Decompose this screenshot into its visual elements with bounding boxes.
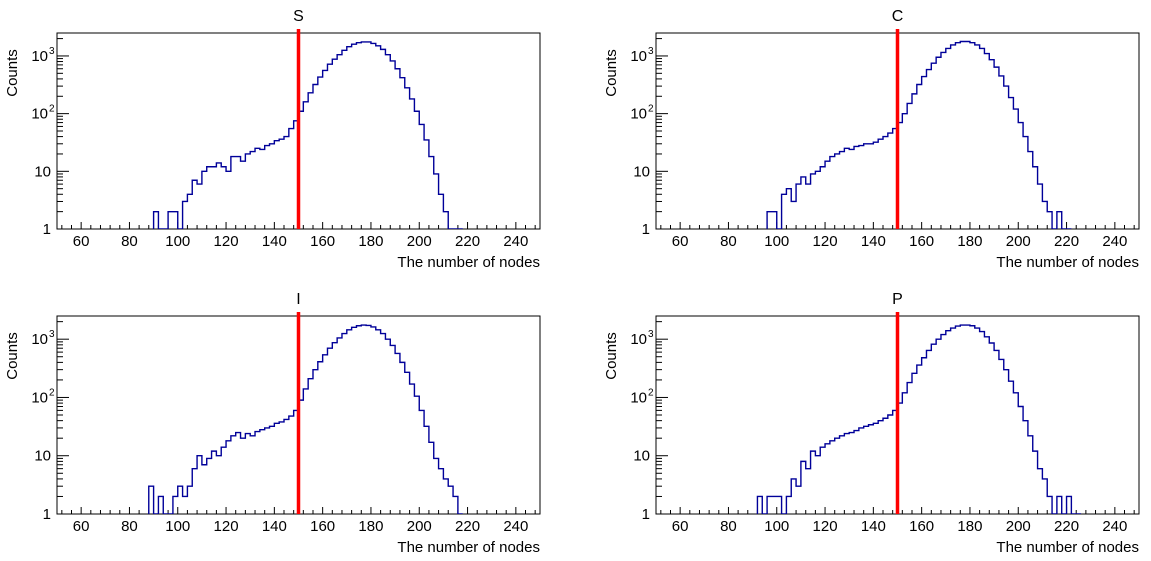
x-tick-label: 200 [1006, 233, 1031, 250]
x-tick-label: 120 [214, 518, 239, 535]
y-tick-label: 10 [34, 448, 51, 465]
y-tick-label: 10 [630, 331, 647, 348]
x-tick-label: 240 [1102, 233, 1127, 250]
histogram-series [766, 40, 1072, 229]
histogram-series [148, 324, 463, 514]
y-tick-label: 10 [630, 106, 647, 123]
y-axis-label: Counts [4, 49, 21, 97]
x-axis-label: The number of nodes [397, 254, 540, 271]
x-tick-label: 160 [310, 233, 335, 250]
x-tick-label: 140 [262, 518, 287, 535]
x-tick-label: 80 [121, 233, 138, 250]
x-tick-label: 200 [407, 518, 432, 535]
y-axis-label: Counts [603, 49, 620, 97]
x-tick-label: 220 [455, 233, 480, 250]
y-tick-label: 1 [43, 506, 51, 523]
y-tick-label: 10 [630, 389, 647, 406]
x-tick-label: 140 [262, 233, 287, 250]
x-tick-label: 180 [358, 233, 383, 250]
y-tick-label: 1 [43, 221, 51, 238]
y-tick-label: 10 [31, 106, 48, 123]
x-tick-label: 60 [672, 233, 689, 250]
x-tick-label: 80 [121, 518, 138, 535]
y-tick-label: 10 [633, 448, 650, 465]
x-tick-label: 240 [1102, 518, 1127, 535]
x-axis-label: The number of nodes [996, 539, 1139, 556]
panel-title: S [293, 8, 304, 25]
x-tick-label: 60 [73, 233, 90, 250]
x-tick-label: 220 [1054, 518, 1079, 535]
y-tick-exponent: 3 [49, 329, 55, 340]
x-tick-label: 200 [1006, 518, 1031, 535]
x-tick-label: 180 [957, 518, 982, 535]
x-tick-label: 80 [720, 518, 737, 535]
y-tick-exponent: 2 [648, 104, 654, 115]
x-tick-label: 60 [73, 518, 90, 535]
x-tick-label: 120 [813, 233, 838, 250]
y-axis-label: Counts [603, 332, 620, 380]
y-tick-label: 10 [34, 163, 51, 180]
x-tick-label: 220 [1054, 233, 1079, 250]
panel-title: I [296, 291, 300, 308]
x-tick-label: 100 [165, 233, 190, 250]
y-tick-exponent: 3 [648, 329, 654, 340]
y-tick-label: 10 [630, 48, 647, 65]
y-axis-label: Counts [4, 332, 21, 380]
x-tick-label: 140 [861, 233, 886, 250]
x-axis-label: The number of nodes [397, 539, 540, 556]
x-tick-label: 100 [764, 518, 789, 535]
x-tick-label: 120 [214, 233, 239, 250]
x-tick-label: 220 [455, 518, 480, 535]
x-tick-label: 120 [813, 518, 838, 535]
x-tick-label: 200 [407, 233, 432, 250]
y-tick-label: 10 [633, 163, 650, 180]
x-tick-label: 180 [358, 518, 383, 535]
x-tick-label: 60 [672, 518, 689, 535]
x-tick-label: 160 [310, 518, 335, 535]
y-tick-label: 1 [642, 506, 650, 523]
x-tick-label: 80 [720, 233, 737, 250]
x-tick-label: 180 [957, 233, 982, 250]
y-tick-exponent: 2 [648, 387, 654, 398]
y-tick-exponent: 3 [49, 46, 55, 57]
panel-title: C [892, 8, 904, 25]
x-tick-label: 160 [909, 233, 934, 250]
x-axis-label: The number of nodes [996, 254, 1139, 271]
histogram-series [152, 41, 463, 229]
y-tick-label: 10 [31, 48, 48, 65]
x-tick-label: 240 [503, 518, 528, 535]
y-tick-exponent: 3 [648, 46, 654, 57]
x-tick-label: 160 [909, 518, 934, 535]
x-tick-label: 240 [503, 233, 528, 250]
x-tick-label: 100 [165, 518, 190, 535]
y-tick-label: 10 [31, 389, 48, 406]
x-tick-label: 140 [861, 518, 886, 535]
y-tick-exponent: 2 [49, 387, 55, 398]
y-tick-exponent: 2 [49, 104, 55, 115]
histogram-series [756, 324, 1082, 514]
x-tick-label: 100 [764, 233, 789, 250]
panel-title: P [892, 291, 903, 308]
y-tick-label: 1 [642, 221, 650, 238]
y-tick-label: 10 [31, 331, 48, 348]
